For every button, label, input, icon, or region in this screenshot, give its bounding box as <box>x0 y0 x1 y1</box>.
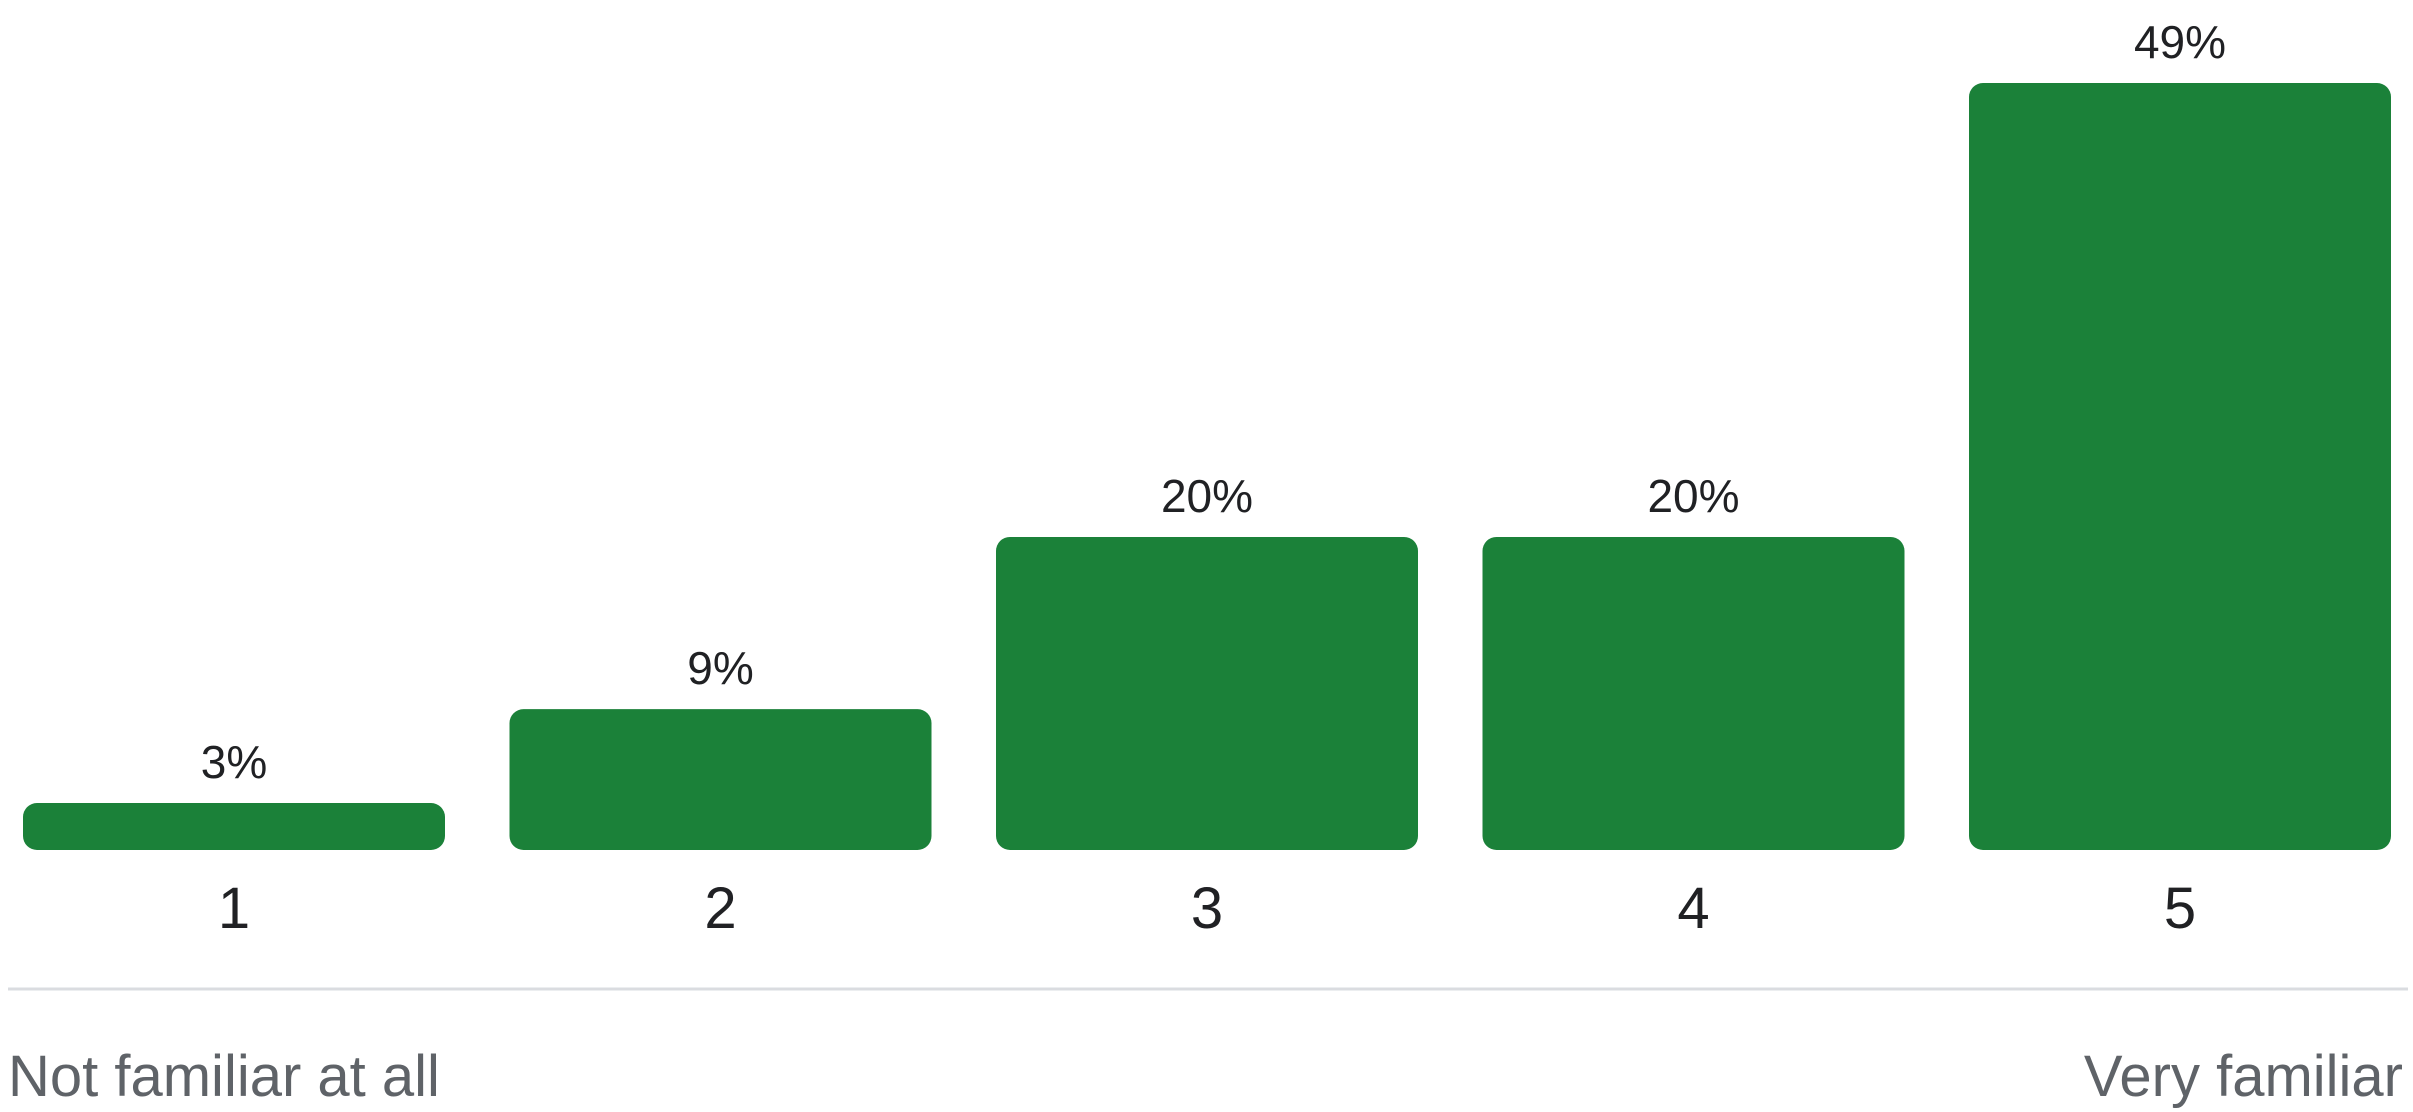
bar-5 <box>1969 83 2391 850</box>
tick-label-1: 1 <box>218 876 250 941</box>
value-label-2: 9% <box>687 642 753 694</box>
value-label-1: 3% <box>201 736 267 788</box>
tick-labels-group: 1 2 3 4 5 <box>218 876 2196 941</box>
tick-label-3: 3 <box>1191 876 1223 941</box>
bar-4 <box>1482 536 1905 850</box>
value-label-3: 20% <box>1161 470 1253 522</box>
value-label-4: 20% <box>1647 470 1739 522</box>
bar-2 <box>509 709 932 850</box>
value-labels-group: 3% 9% 20% 20% 49% <box>201 16 2226 788</box>
tick-label-4: 4 <box>1677 876 1709 941</box>
tick-label-2: 2 <box>704 876 736 941</box>
bars-group <box>23 83 2391 850</box>
value-label-5: 49% <box>2134 16 2226 68</box>
tick-label-5: 5 <box>2164 876 2196 941</box>
bar-3 <box>996 536 1418 850</box>
scale-max-label: Very familiar <box>2083 1044 2403 1109</box>
scale-min-label: Not familiar at all <box>8 1044 440 1109</box>
bar-1 <box>23 803 445 850</box>
